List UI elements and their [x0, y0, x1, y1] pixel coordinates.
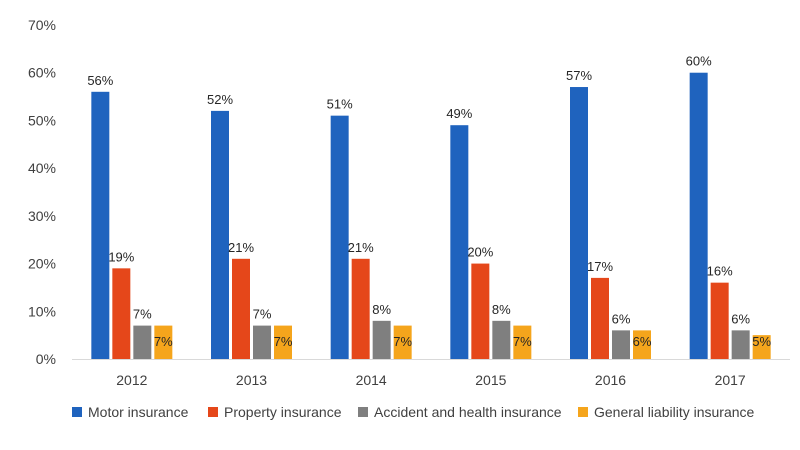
- legend-swatch-property-insurance: [208, 407, 218, 417]
- data-label-general-liability-insurance-2017: 5%: [752, 334, 771, 349]
- bar-motor-insurance-2013: [211, 110, 229, 359]
- bar-accident-and-health-insurance-2017: [731, 330, 750, 359]
- data-label-motor-insurance-2015: 49%: [446, 106, 472, 121]
- legend: Motor insurance Property insurance Acciden…: [72, 404, 755, 420]
- data-label-accident-and-health-insurance-2012: 7%: [133, 307, 152, 322]
- x-tick-label-2012: 2012: [116, 372, 147, 388]
- legend-label-general-liability-insurance: General liability insurance: [594, 404, 755, 420]
- bar-property-insurance-2015: [471, 263, 490, 359]
- y-tick-label-70: 70%: [28, 17, 56, 33]
- data-label-motor-insurance-2016: 57%: [566, 68, 592, 83]
- y-axis: 0% 10% 20% 30% 40% 50% 60% 70%: [28, 17, 56, 367]
- y-tick-label-0: 0%: [36, 351, 56, 367]
- data-label-motor-insurance-2014: 51%: [327, 97, 353, 112]
- bar-accident-and-health-insurance-2016: [612, 330, 630, 359]
- bar-accident-and-health-insurance-2013: [253, 325, 271, 359]
- data-label-motor-insurance-2013: 52%: [207, 92, 233, 107]
- y-tick-label-50: 50%: [28, 112, 56, 128]
- data-label-motor-insurance-2012: 56%: [87, 73, 113, 88]
- data-label-general-liability-insurance-2016: 6%: [633, 334, 652, 349]
- bar-property-insurance-2017: [710, 282, 729, 359]
- bar-general-liability-insurance-2013: [274, 325, 292, 359]
- x-tick-label-2014: 2014: [356, 372, 387, 388]
- data-label-property-insurance-2013: 21%: [228, 240, 254, 255]
- legend-label-accident-and-health-insurance: Accident and health insurance: [374, 404, 562, 420]
- legend-swatch-general-liability-insurance: [578, 407, 588, 417]
- data-label-accident-and-health-insurance-2016: 6%: [612, 311, 631, 326]
- bar-property-insurance-2012: [112, 268, 131, 359]
- x-tick-label-2013: 2013: [236, 372, 267, 388]
- legend-swatch-motor-insurance: [72, 407, 82, 417]
- bar-general-liability-insurance-2017: [752, 335, 771, 359]
- data-label-accident-and-health-insurance-2017: 6%: [731, 311, 750, 326]
- data-label-property-insurance-2015: 20%: [467, 245, 493, 260]
- data-label-general-liability-insurance-2012: 7%: [154, 334, 173, 349]
- bar-accident-and-health-insurance-2014: [372, 320, 391, 359]
- data-label-accident-and-health-insurance-2014: 8%: [372, 302, 391, 317]
- data-label-general-liability-insurance-2014: 7%: [393, 334, 412, 349]
- legend-label-motor-insurance: Motor insurance: [88, 404, 189, 420]
- y-tick-label-30: 30%: [28, 208, 56, 224]
- bar-accident-and-health-insurance-2015: [492, 320, 511, 359]
- data-label-motor-insurance-2017: 60%: [686, 54, 712, 69]
- data-label-general-liability-insurance-2015: 7%: [513, 334, 532, 349]
- bar-general-liability-insurance-2012: [154, 325, 173, 359]
- bar-property-insurance-2016: [591, 277, 609, 359]
- x-tick-label-2017: 2017: [715, 372, 746, 388]
- data-label-property-insurance-2014: 21%: [348, 240, 374, 255]
- x-tick-label-2016: 2016: [595, 372, 626, 388]
- bar-general-liability-insurance-2015: [513, 325, 532, 359]
- data-labels: 56%19%7%7%52%21%7%7%51%21%8%7%49%20%8%7%…: [87, 54, 771, 349]
- legend-label-property-insurance: Property insurance: [224, 404, 342, 420]
- bar-motor-insurance-2017: [689, 72, 708, 359]
- y-tick-label-60: 60%: [28, 65, 56, 81]
- bar-general-liability-insurance-2016: [633, 330, 651, 359]
- bar-motor-insurance-2012: [91, 91, 110, 360]
- data-label-accident-and-health-insurance-2015: 8%: [492, 302, 511, 317]
- bar-accident-and-health-insurance-2012: [133, 325, 152, 359]
- bar-general-liability-insurance-2014: [393, 325, 412, 359]
- data-label-property-insurance-2016: 17%: [587, 259, 613, 274]
- bar-motor-insurance-2015: [450, 125, 469, 359]
- data-label-property-insurance-2012: 19%: [108, 249, 134, 264]
- y-tick-label-20: 20%: [28, 256, 56, 272]
- bar-motor-insurance-2014: [330, 115, 349, 360]
- data-label-property-insurance-2017: 16%: [707, 264, 733, 279]
- bar-property-insurance-2013: [232, 258, 250, 359]
- data-label-general-liability-insurance-2013: 7%: [274, 334, 293, 349]
- legend-swatch-accident-and-health-insurance: [358, 407, 368, 417]
- y-tick-label-10: 10%: [28, 303, 56, 319]
- bar-motor-insurance-2016: [570, 87, 588, 360]
- x-tick-label-2015: 2015: [475, 372, 506, 388]
- x-axis: 2012 2013 2014 2015 2016 2017: [72, 359, 790, 388]
- y-tick-label-40: 40%: [28, 160, 56, 176]
- bar-property-insurance-2014: [351, 258, 370, 359]
- bars: [91, 72, 771, 360]
- data-label-accident-and-health-insurance-2013: 7%: [253, 307, 272, 322]
